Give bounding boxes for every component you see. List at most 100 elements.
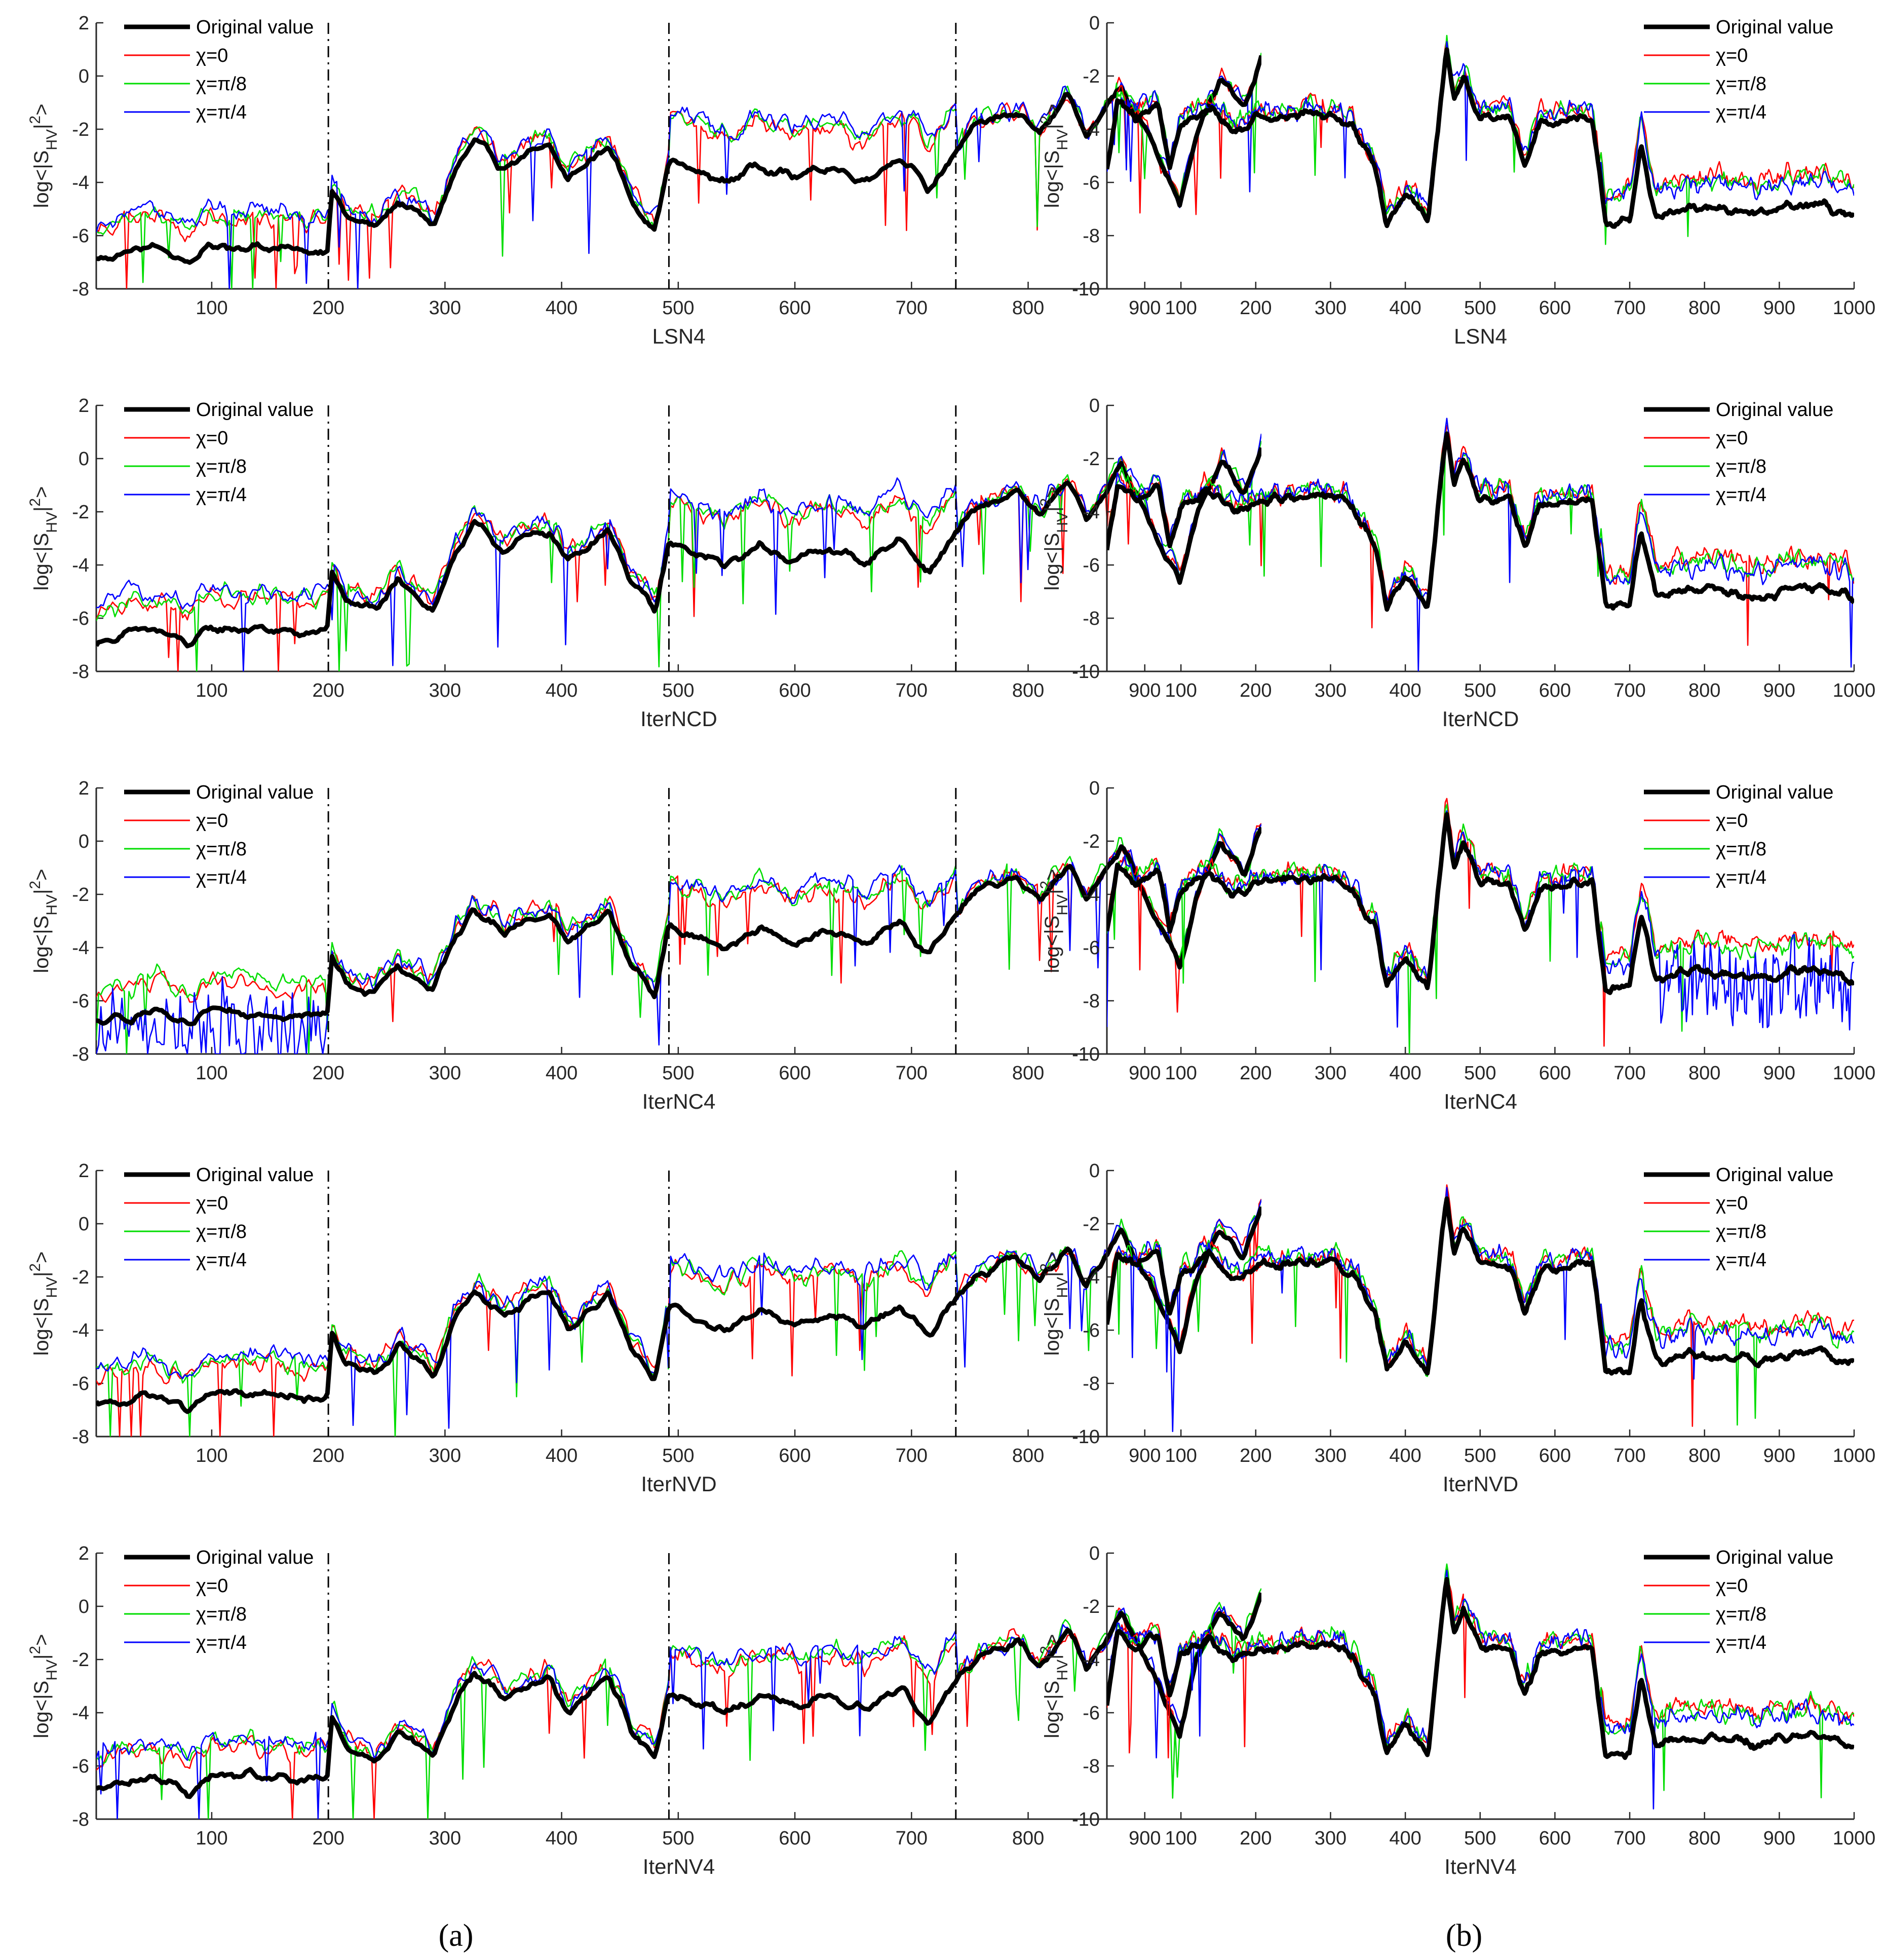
y-tick-label: -8 bbox=[1083, 1756, 1100, 1777]
chart-b1: -10 -8 -6 -4 -2 0 100 200 300 400 500 600 700 800 900 1… bbox=[1037, 13, 1876, 348]
series-group bbox=[1107, 798, 1854, 1054]
series-group bbox=[1107, 34, 1854, 245]
x-tick-label: 200 bbox=[1240, 1063, 1272, 1084]
y-tick-label: -8 bbox=[1083, 1373, 1100, 1394]
x-tick-label: 400 bbox=[546, 1445, 578, 1466]
y-axis-label: log<|SHV|2> bbox=[27, 869, 60, 973]
x-tick-label: 300 bbox=[429, 1063, 461, 1084]
series-group bbox=[96, 1588, 1261, 1819]
x-tick-label: 100 bbox=[196, 297, 227, 319]
series-chi-pi4 bbox=[96, 1199, 1261, 1433]
y-tick-label: -8 bbox=[1083, 225, 1100, 247]
legend-label-original-value: Original value bbox=[196, 782, 314, 803]
y-tick-label: -2 bbox=[1083, 66, 1100, 87]
y-label-bar: | bbox=[30, 889, 53, 894]
legend-label-original-value: Original value bbox=[1716, 399, 1833, 421]
x-tick-label: 500 bbox=[662, 297, 694, 319]
y-tick-label: 0 bbox=[79, 448, 89, 470]
series-group bbox=[96, 823, 1261, 1054]
x-tick-label: 700 bbox=[1613, 1445, 1645, 1466]
x-tick-label: 700 bbox=[896, 1828, 928, 1849]
series-original-value bbox=[1107, 812, 1854, 995]
y-axis-label: log<|SHV|2> bbox=[27, 1252, 60, 1356]
y-tick-label: 0 bbox=[1089, 778, 1100, 799]
x-tick-label: 600 bbox=[779, 1063, 811, 1084]
x-tick-label: 800 bbox=[1688, 680, 1720, 701]
chart-a3: -8 -6 -4 -2 0 2 100 200 300 400 500 600 700 800 900 Ite… bbox=[27, 778, 1261, 1113]
y-label-end: > bbox=[30, 869, 53, 881]
y-tick-label: -2 bbox=[72, 884, 89, 906]
y-label-sup: 2 bbox=[1037, 116, 1054, 124]
legend-label-chi-0: χ=0 bbox=[196, 45, 228, 66]
x-tick-label: 300 bbox=[1315, 1063, 1347, 1084]
y-tick-label: -6 bbox=[1083, 555, 1100, 576]
x-tick-label: 600 bbox=[779, 1828, 811, 1849]
x-tick-label: 300 bbox=[1315, 297, 1347, 319]
series-original-value bbox=[96, 55, 1261, 265]
x-tick-label: 800 bbox=[1012, 680, 1044, 701]
x-tick-label: 900 bbox=[1129, 680, 1161, 701]
legend-label-chi-pi4: χ=π/4 bbox=[196, 1632, 247, 1653]
x-axis-label: IterNV4 bbox=[1444, 1855, 1516, 1878]
x-tick-label: 100 bbox=[1165, 1828, 1197, 1849]
legend-label-chi-pi4: χ=π/4 bbox=[1716, 102, 1766, 123]
y-label-pre: log<|S bbox=[1041, 1681, 1063, 1739]
x-tick-label: 600 bbox=[1539, 1445, 1571, 1466]
legend-label-original-value: Original value bbox=[196, 17, 314, 38]
x-tick-label: 500 bbox=[1464, 1445, 1496, 1466]
y-label-end: > bbox=[30, 1634, 53, 1646]
y-tick-label: -2 bbox=[72, 502, 89, 523]
x-tick-label: 600 bbox=[779, 680, 811, 701]
y-label-pre: log<|S bbox=[1041, 533, 1063, 591]
y-tick-label: 0 bbox=[79, 831, 89, 852]
x-tick-label: 200 bbox=[1240, 680, 1272, 701]
x-tick-label: 400 bbox=[1389, 680, 1421, 701]
legend-label-chi-pi8: χ=π/8 bbox=[1716, 1221, 1766, 1242]
x-tick-label: 600 bbox=[1539, 1063, 1571, 1084]
series-chi-pi4 bbox=[96, 1595, 1261, 1819]
y-label-pre: log<|S bbox=[30, 150, 53, 208]
y-tick-label: -6 bbox=[1083, 172, 1100, 194]
legend-label-chi-0: χ=0 bbox=[196, 810, 228, 832]
x-tick-label: 800 bbox=[1012, 297, 1044, 319]
x-axis-label: IterNC4 bbox=[1444, 1089, 1517, 1113]
chart-b3: -10 -8 -6 -4 -2 0 100 200 300 400 500 600 700 800 900 1… bbox=[1037, 778, 1876, 1113]
x-axis-label: IterNVD bbox=[1443, 1472, 1518, 1496]
legend-label-chi-pi8: χ=π/8 bbox=[1716, 456, 1766, 477]
series-group bbox=[96, 52, 1261, 289]
y-label-sup: 2 bbox=[27, 498, 44, 507]
y-label-end: > bbox=[1041, 1252, 1063, 1263]
x-tick-label: 100 bbox=[1165, 1063, 1197, 1084]
x-tick-label: 600 bbox=[779, 297, 811, 319]
x-tick-label: 300 bbox=[1315, 1828, 1347, 1849]
x-axis-label: IterNC4 bbox=[642, 1089, 716, 1113]
x-tick-label: 1000 bbox=[1833, 1828, 1876, 1849]
chart-a5: -8 -6 -4 -2 0 2 100 200 300 400 500 600 700 800 900 Ite… bbox=[27, 1543, 1261, 1878]
y-axis-label: log<|SHV|2> bbox=[1037, 869, 1071, 973]
x-tick-label: 300 bbox=[1315, 680, 1347, 701]
series-chi-pi8 bbox=[1107, 1190, 1854, 1426]
legend-label-original-value: Original value bbox=[196, 1547, 314, 1568]
x-tick-label: 200 bbox=[1240, 297, 1272, 319]
y-tick-label: -8 bbox=[1083, 608, 1100, 629]
x-tick-label: 300 bbox=[429, 297, 461, 319]
series-original-value bbox=[1107, 431, 1854, 612]
x-tick-label: 300 bbox=[429, 1828, 461, 1849]
y-tick-label: -6 bbox=[72, 991, 89, 1012]
y-tick-label: 0 bbox=[79, 1596, 89, 1617]
x-tick-label: 900 bbox=[1763, 297, 1795, 319]
x-tick-label: 800 bbox=[1012, 1828, 1044, 1849]
x-tick-label: 400 bbox=[1389, 1828, 1421, 1849]
x-tick-label: 200 bbox=[312, 297, 344, 319]
y-axis-label: log<|SHV|2> bbox=[1037, 486, 1071, 591]
x-tick-label: 500 bbox=[662, 1828, 694, 1849]
series-original-value bbox=[1107, 1196, 1854, 1376]
y-label-sup: 2 bbox=[27, 1646, 44, 1654]
y-label-sup: 2 bbox=[1037, 881, 1054, 889]
series-group bbox=[96, 433, 1261, 671]
series-chi-pi4 bbox=[1107, 41, 1854, 214]
y-label-sub: HV bbox=[1054, 1660, 1071, 1681]
series-chi-pi4 bbox=[1107, 810, 1854, 1031]
x-tick-label: 700 bbox=[896, 1063, 928, 1084]
